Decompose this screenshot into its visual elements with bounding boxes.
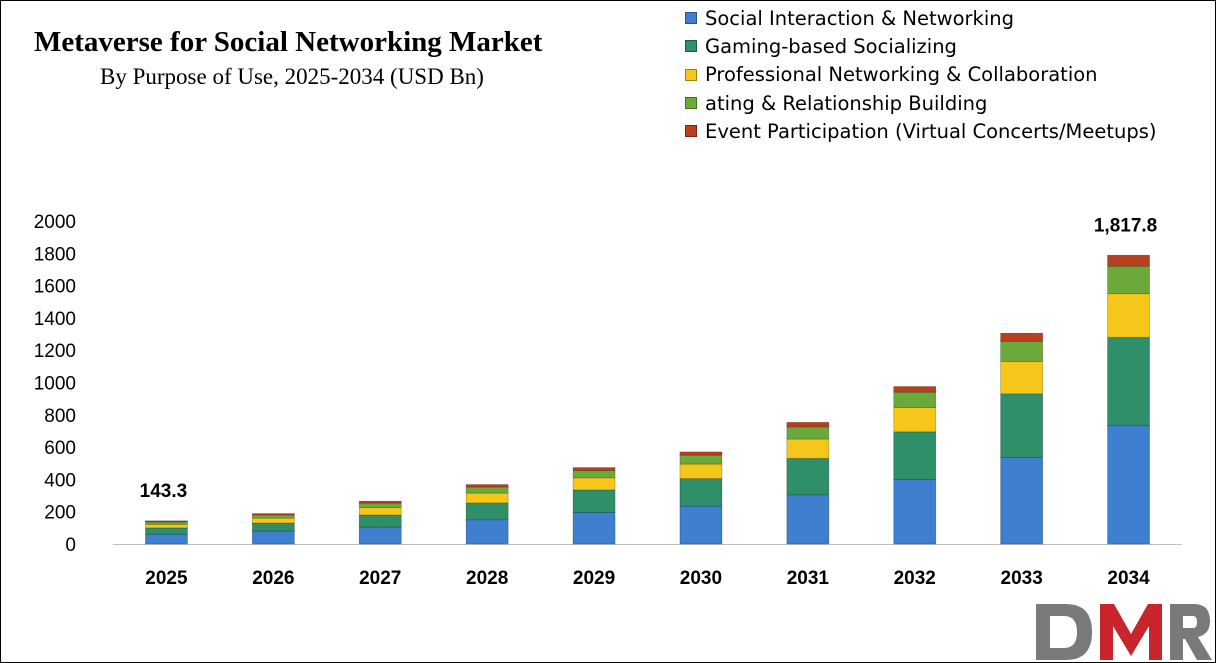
legend-label: Professional Networking & Collaboration [705,63,1098,87]
legend-swatch [685,125,697,138]
bar-segment-shade [679,463,723,479]
bar-segment-shade [465,486,509,494]
legend-label: Gaming-based Socializing [705,34,957,58]
bar-segment-shade [572,512,616,545]
bar-segment-shade [1107,293,1150,338]
bar-segment-shade [1000,340,1044,362]
bar-segment-shade [786,421,830,428]
bar-segment-shade [679,454,723,465]
bar-segment-shade [1000,332,1044,342]
y-tick-label: 0 [65,535,76,556]
bar-segment-shade [893,386,937,393]
bar-segment-shade [358,500,402,504]
bar-segment-shade [1107,254,1150,267]
bar-segment-shade [145,533,188,545]
legend-label: Event Participation (Virtual Concerts/Me… [705,119,1157,143]
x-tick-label: 2025 [145,568,188,589]
legend-swatch [685,97,697,110]
bar-segment-shade [145,523,188,529]
legend-swatch [685,12,697,25]
bar-segment-shade [893,407,937,433]
bar-segment-shade [251,514,295,519]
x-tick-label: 2031 [787,568,830,589]
bar-segment-shade [251,530,295,545]
legend-item: Professional Networking & Collaboration [685,61,1157,89]
bar-segment-shade [893,478,937,545]
bar-segment-shade [679,505,723,545]
bar-segment-shade [786,438,830,459]
y-tick-label: 1000 [34,374,76,395]
x-tick-label: 2026 [252,568,294,589]
total-data-label: 1,817.8 [1094,215,1157,236]
y-tick-label: 1400 [34,309,76,330]
x-tick-label: 2027 [359,568,401,589]
legend-swatch [685,68,697,81]
y-tick-label: 1800 [34,244,76,265]
y-tick-label: 2000 [34,212,76,233]
bar-segment-shade [1000,393,1044,458]
bar-segment-shade [572,477,616,491]
x-tick-label: 2033 [1001,568,1043,589]
y-tick-label: 400 [44,470,76,491]
bar-segment-shade [1107,424,1150,545]
bar-segment-shade [465,492,509,504]
bar-segment-shade [893,431,937,480]
total-data-label: 143.3 [140,481,188,502]
legend-item: Social Interaction & Networking [685,4,1157,32]
bar-segment-shade [465,519,509,545]
legend-item: Gaming-based Socializing [685,32,1157,60]
bar-segment-shade [358,507,402,516]
bar-segment-shade [572,470,616,479]
bar-segment-shade [145,520,188,523]
bar-segment-shade [1000,457,1044,545]
bar-segment-shade [1107,265,1150,295]
bar-segment-shade [251,513,295,516]
bar-segment-shade [679,451,723,456]
bar-segment-shade [572,467,616,471]
bar-segment-shade [465,484,509,488]
x-tick-label: 2030 [680,568,722,589]
bar-segment-shade [572,489,616,513]
bar-segment-shade [786,494,830,545]
y-tick-label: 1600 [34,277,76,298]
bar-segment-shade [1107,336,1150,426]
chart-title: Metaverse for Social Networking Market [34,26,543,58]
bar-segment-shade [358,502,402,509]
bar-segment-shade [893,391,937,408]
bar-segment-shade [358,526,402,545]
bar-segment-shade [465,502,509,521]
y-tick-label: 600 [44,438,76,459]
x-tick-label: 2028 [466,568,508,589]
bar-segment-shade [251,517,295,524]
dmr-logo [1036,604,1212,660]
chart-legend: Social Interaction & Networking Gaming-ba… [685,4,1157,145]
bar-segment-shade [358,514,402,528]
bar-segment-shade [251,522,295,532]
bar-segment-shade [786,426,830,440]
y-tick-label: 200 [44,503,76,524]
chart-subtitle: By Purpose of Use, 2025-2034 (USD Bn) [100,64,484,89]
legend-label: ating & Relationship Building [705,91,988,115]
x-tick-label: 2034 [1107,568,1150,589]
x-tick-label: 2029 [573,568,615,589]
bar-segment-shade [679,478,723,507]
x-tick-label: 2032 [894,568,936,589]
bar-segment-shade [145,527,188,535]
y-tick-label: 800 [44,406,76,427]
legend-label: Social Interaction & Networking [705,6,1014,30]
legend-swatch [685,40,697,53]
y-tick-label: 1200 [34,341,76,362]
legend-item: ating & Relationship Building [685,89,1157,117]
bar-segment-shade [786,458,830,496]
bar-segment-shade [1000,361,1044,395]
legend-item: Event Participation (Virtual Concerts/Me… [685,117,1157,145]
